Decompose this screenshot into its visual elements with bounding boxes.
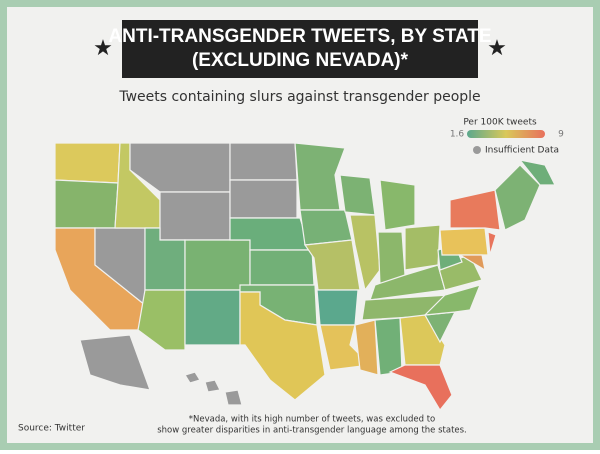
legend-insufficient: Insufficient Data [485,146,559,156]
star: ★ [93,36,113,61]
state [399,314,446,366]
state [379,179,416,231]
state [354,319,379,376]
state [404,224,441,271]
state [229,179,298,219]
state [449,189,501,231]
state [423,284,482,316]
state [374,317,403,376]
us-map [54,142,556,412]
legend-max: 9 [558,130,564,140]
state [439,227,489,256]
state [204,379,221,393]
state [239,291,326,401]
legend-min: 1.6 [450,130,465,140]
state [159,191,231,241]
title-box [122,20,478,78]
state [137,289,186,351]
state [54,179,119,229]
state [229,142,298,181]
footnote: show greater disparities in anti-transge… [157,426,467,436]
state [457,254,486,272]
subtitle: Tweets containing slurs against transgen… [118,89,480,105]
title-line: (EXCLUDING NEVADA)* [192,50,409,71]
star: ★ [487,36,507,61]
state [299,209,353,246]
state [184,239,251,291]
state [54,142,121,184]
title-line: ANTI-TRANSGENDER TWEETS, BY STATE [108,26,491,47]
state [294,142,346,211]
state [518,159,556,186]
state [487,231,497,256]
source: Source: Twitter [18,424,85,434]
state [349,214,381,292]
state [316,289,359,326]
state [494,164,541,231]
legend-scale [467,130,545,138]
state [339,174,376,216]
state [249,249,315,286]
legend-swatch [473,146,481,154]
state [224,389,243,406]
state [388,364,453,412]
state [79,334,151,391]
state [184,289,241,346]
footnote: *Nevada, with its high number of tweets,… [189,415,436,425]
state [184,371,201,384]
legend-title: Per 100K tweets [463,118,537,128]
